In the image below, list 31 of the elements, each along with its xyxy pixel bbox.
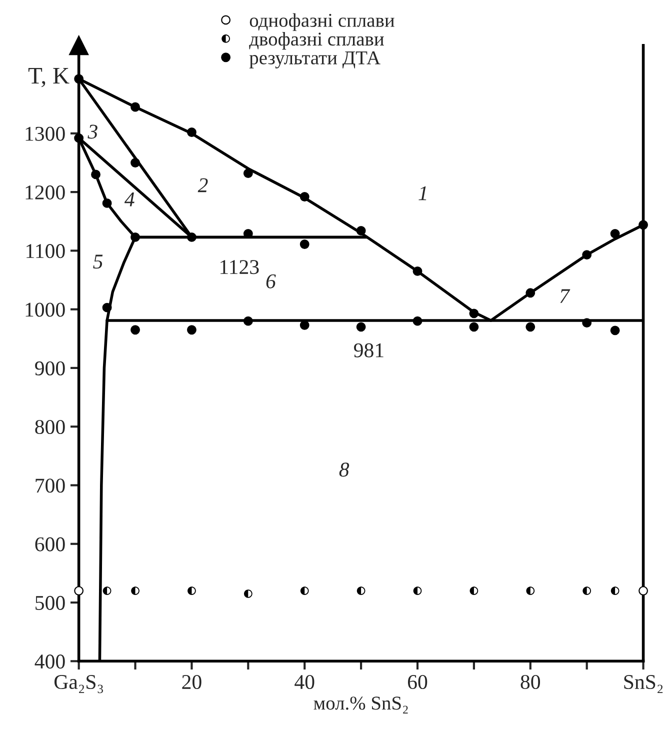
y-tick-label: 600 — [35, 537, 65, 552]
y-tick-label: 700 — [36, 478, 65, 493]
y-tick-label: 400 — [34, 654, 65, 669]
x-tick-label: 60 — [408, 674, 428, 690]
legend-label: двофазні сплави — [249, 32, 384, 50]
annotation: 2 — [198, 178, 208, 192]
annotation: 1 — [418, 186, 426, 200]
annotation: 8 — [339, 462, 350, 477]
x-tick-label: Ga₂S₃ — [54, 675, 103, 694]
y-tick-label: 900 — [35, 361, 65, 376]
y-axis-title: T, K — [28, 68, 70, 88]
annotation: 1123 — [220, 260, 259, 274]
annotation: 3 — [88, 124, 98, 139]
x-axis-title: мол.% SnS₂ — [314, 696, 408, 714]
y-tick-label: 1200 — [26, 185, 65, 200]
annotation: 981 — [354, 343, 384, 358]
y-tick-label: 1000 — [26, 302, 65, 317]
legend-label: результати ДТА — [249, 51, 380, 68]
annotation: 7 — [560, 289, 570, 303]
y-tick-label: 800 — [35, 420, 65, 434]
x-tick-label: 80 — [520, 674, 540, 690]
legend-label: однофазні сплави — [250, 13, 394, 31]
x-tick-label: SnS₂ — [624, 675, 663, 694]
y-tick-label: 500 — [36, 596, 65, 610]
x-tick-label: 40 — [294, 674, 314, 690]
annotation: 5 — [93, 254, 103, 269]
y-tick-label: 1100 — [26, 244, 65, 258]
x-tick-label: 20 — [182, 674, 202, 690]
y-tick-label: 1300 — [26, 126, 65, 141]
annotation: 4 — [124, 192, 134, 206]
annotation: 6 — [266, 274, 276, 288]
